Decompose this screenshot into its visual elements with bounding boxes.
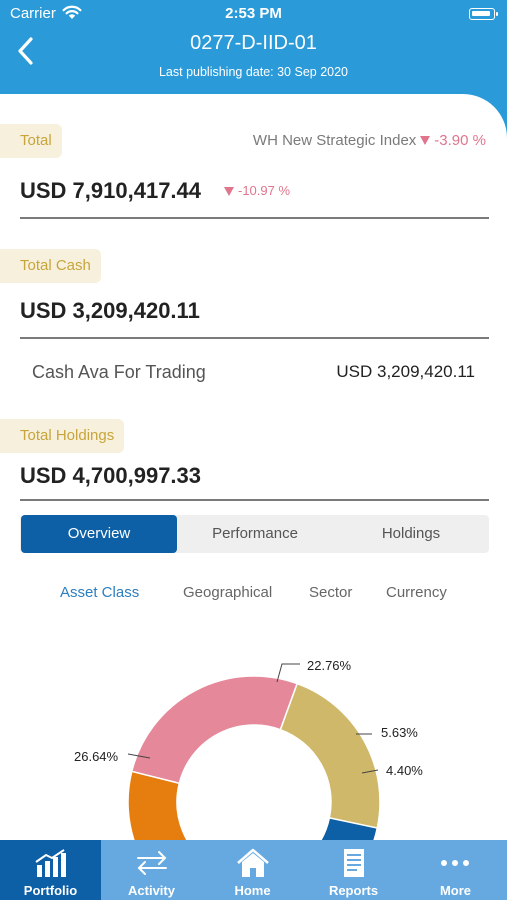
tab-geographical[interactable]: Geographical <box>183 584 273 601</box>
wifi-icon <box>62 5 82 19</box>
tab-activity[interactable]: Activity <box>101 840 202 900</box>
total-holdings-amount: USD 4,700,997.33 <box>20 463 202 488</box>
tab-label: More <box>439 883 472 898</box>
donut-slice[interactable] <box>279 682 381 829</box>
nav-bar: 0277-D-IID-01 Last publishing date: 30 S… <box>0 28 507 88</box>
benchmark-line: WH New Strategic Index -3.90 % <box>253 132 486 149</box>
total-change-value: -10.97 % <box>238 183 291 198</box>
tab-currency[interactable]: Currency <box>386 584 447 601</box>
tab-asset-class[interactable]: Asset Class <box>60 584 140 601</box>
total-tag: Total <box>0 124 62 158</box>
status-time: 2:53 PM <box>225 5 282 22</box>
tab-label: Reports <box>328 883 379 898</box>
divider <box>20 499 489 501</box>
bottom-tab-bar: Portfolio Activity Home Reports More <box>0 840 507 900</box>
label-leader-line <box>361 769 379 774</box>
status-bar: Carrier 2:53 PM <box>0 0 507 28</box>
total-change: -10.97 % <box>224 183 290 198</box>
segment-holdings[interactable]: Holdings <box>381 525 441 542</box>
slice-label: 4.40% <box>386 763 423 778</box>
back-chevron-icon[interactable] <box>14 36 38 66</box>
tab-reports[interactable]: Reports <box>303 840 404 900</box>
cash-available-value: USD 3,209,420.11 <box>336 362 475 381</box>
segment-overview[interactable]: Overview <box>21 515 177 553</box>
slice-label: 5.63% <box>381 725 418 740</box>
total-amount: USD 7,910,417.44 <box>20 178 202 203</box>
total-cash-amount: USD 3,209,420.11 <box>20 298 200 323</box>
down-triangle-icon <box>420 136 431 146</box>
cash-available-label: Cash Ava For Trading <box>32 362 206 382</box>
slice-label: 26.64% <box>74 749 119 764</box>
carrier-label: Carrier <box>10 5 56 22</box>
arrows-icon <box>137 851 167 875</box>
bar-chart-icon <box>35 849 66 877</box>
tab-more[interactable]: More <box>404 840 507 900</box>
battery-icon <box>469 8 498 20</box>
page-title: 0277-D-IID-01 <box>190 32 317 54</box>
home-icon <box>237 848 269 877</box>
asset-class-donut-chart <box>127 663 381 840</box>
donut-slice[interactable] <box>319 817 379 840</box>
total-holdings-tag: Total Holdings <box>0 419 125 453</box>
tab-label: Activity <box>128 883 175 898</box>
tab-home[interactable]: Home <box>202 840 303 900</box>
tab-label: Home <box>234 883 271 898</box>
benchmark-change: -3.90 % <box>434 132 486 149</box>
tab-sector[interactable]: Sector <box>309 584 353 601</box>
slice-label: 22.76% <box>307 658 352 673</box>
more-icon <box>441 860 469 866</box>
segment-performance[interactable]: Performance <box>212 525 298 542</box>
down-triangle-icon <box>224 186 234 196</box>
content-sheet: Total WH New Strategic Index -3.90 % USD … <box>0 94 507 840</box>
divider <box>20 217 489 219</box>
label-leader-line <box>276 663 300 683</box>
document-icon <box>344 849 364 877</box>
total-cash-tag: Total Cash <box>0 249 101 283</box>
donut-slice[interactable] <box>127 770 338 840</box>
donut-slice[interactable] <box>130 675 299 785</box>
publishing-date: Last publishing date: 30 Sep 2020 <box>158 65 349 79</box>
divider <box>20 337 489 339</box>
label-leader-line <box>127 753 151 759</box>
view-segmented-control: Overview Performance Holdings <box>20 515 489 553</box>
benchmark-name: WH New Strategic Index <box>252 132 417 149</box>
tab-label: Portfolio <box>23 883 78 898</box>
tab-portfolio[interactable]: Portfolio <box>0 840 101 900</box>
